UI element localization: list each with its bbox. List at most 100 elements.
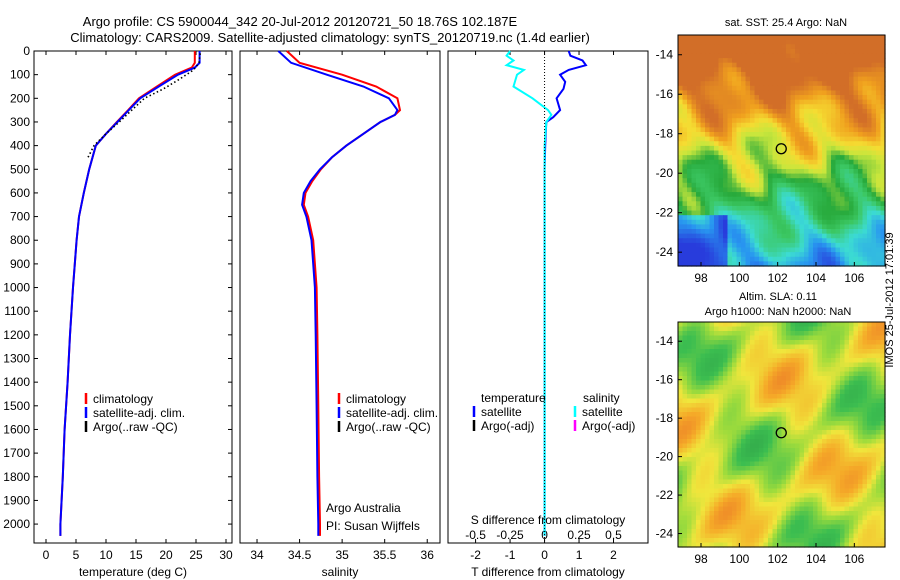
heatmap-cell bbox=[691, 448, 697, 454]
heatmap-cell bbox=[741, 132, 747, 138]
heatmap-cell bbox=[781, 538, 787, 544]
heatmap-cell bbox=[736, 452, 742, 458]
heatmap-cell bbox=[682, 466, 688, 472]
heatmap-cell bbox=[799, 113, 805, 119]
heatmap-cell bbox=[799, 44, 805, 50]
heatmap-cell bbox=[700, 421, 706, 427]
map-y-tick-label: -24 bbox=[656, 245, 674, 259]
heatmap-cell bbox=[876, 326, 882, 332]
heatmap-cell bbox=[867, 90, 873, 96]
heatmap-cell bbox=[844, 497, 850, 503]
heatmap-cell bbox=[736, 242, 742, 249]
heatmap-cell bbox=[718, 542, 724, 548]
heatmap-cell bbox=[840, 62, 846, 68]
heatmap-cell bbox=[732, 145, 738, 152]
heatmap-cell bbox=[741, 443, 747, 449]
heatmap-cell bbox=[835, 48, 841, 55]
map-x-tick-label: 98 bbox=[694, 552, 708, 566]
heatmap-cell bbox=[831, 371, 837, 377]
heatmap-cell bbox=[880, 118, 886, 124]
heatmap-cell bbox=[817, 81, 823, 87]
heatmap-cell bbox=[835, 533, 841, 539]
heatmap-cell bbox=[804, 187, 810, 193]
heatmap-cell bbox=[831, 132, 837, 138]
heatmap-cell bbox=[822, 132, 828, 138]
heatmap-cell bbox=[727, 524, 733, 530]
heatmap-cell bbox=[682, 90, 688, 96]
heatmap-cell bbox=[849, 58, 855, 64]
heatmap-cell bbox=[718, 380, 724, 386]
heatmap-cell bbox=[714, 58, 720, 64]
heatmap-cell bbox=[772, 358, 778, 364]
heatmap-cell bbox=[709, 256, 715, 262]
heatmap-cell bbox=[768, 421, 774, 427]
heatmap-cell bbox=[678, 39, 684, 45]
heatmap-cell bbox=[754, 538, 760, 544]
heatmap-cell bbox=[696, 229, 702, 235]
heatmap-cell bbox=[862, 182, 868, 189]
heatmap-cell bbox=[696, 53, 702, 59]
heatmap-cell bbox=[678, 173, 684, 179]
heatmap-cell bbox=[835, 173, 841, 179]
heatmap-cell bbox=[732, 344, 738, 350]
heatmap-cell bbox=[705, 398, 711, 404]
heatmap-cell bbox=[790, 145, 796, 152]
heatmap-cell bbox=[727, 155, 733, 161]
heatmap-cell bbox=[871, 215, 877, 221]
heatmap-cell bbox=[682, 344, 688, 350]
heatmap-cell bbox=[732, 416, 738, 422]
heatmap-cell bbox=[840, 224, 846, 230]
heatmap-cell bbox=[759, 39, 765, 45]
heatmap-cell bbox=[745, 39, 751, 45]
heatmap-cell bbox=[835, 182, 841, 189]
heatmap-cell bbox=[831, 529, 837, 535]
heatmap-cell bbox=[804, 182, 810, 189]
heatmap-cell bbox=[736, 205, 742, 212]
heatmap-cell bbox=[781, 394, 787, 400]
heatmap-cell bbox=[817, 261, 823, 267]
heatmap-cell bbox=[781, 497, 787, 503]
heatmap-cell bbox=[844, 90, 850, 96]
heatmap-cell bbox=[687, 252, 693, 258]
heatmap-cell bbox=[718, 511, 724, 517]
heatmap-cell bbox=[741, 67, 747, 73]
heatmap-cell bbox=[799, 141, 805, 147]
heatmap-cell bbox=[835, 159, 841, 165]
heatmap-cell bbox=[808, 542, 814, 548]
heatmap-cell bbox=[799, 192, 805, 198]
heatmap-cell bbox=[808, 39, 814, 45]
heatmap-cell bbox=[813, 533, 819, 539]
heatmap-cell bbox=[862, 81, 868, 87]
sst-map: sat. SST: 25.4 Argo: NaN 98 100 102 104 106-… bbox=[656, 17, 886, 285]
heatmap-cell bbox=[682, 136, 688, 142]
heatmap-cell bbox=[808, 344, 814, 350]
heatmap-cell bbox=[732, 99, 738, 105]
heatmap-cell bbox=[871, 150, 877, 156]
heatmap-cell bbox=[831, 389, 837, 395]
heatmap-cell bbox=[781, 256, 787, 262]
heatmap-cell bbox=[772, 48, 778, 55]
heatmap-cell bbox=[772, 242, 778, 249]
heatmap-cell bbox=[772, 326, 778, 332]
heatmap-cell bbox=[804, 219, 810, 226]
heatmap-cell bbox=[732, 141, 738, 147]
heatmap-cell bbox=[880, 344, 886, 350]
heatmap-cell bbox=[682, 95, 688, 101]
heatmap-cell bbox=[844, 256, 850, 262]
heatmap-cell bbox=[696, 85, 702, 92]
heatmap-cell bbox=[817, 367, 823, 373]
heatmap-cell bbox=[732, 224, 738, 230]
t-difference-label: T difference from climatology bbox=[471, 565, 625, 579]
heatmap-cell bbox=[817, 127, 823, 133]
heatmap-cell bbox=[754, 168, 760, 175]
heatmap-cell bbox=[700, 443, 706, 449]
heatmap-cell bbox=[871, 475, 877, 481]
heatmap-cell bbox=[718, 261, 724, 267]
heatmap-cell bbox=[817, 344, 823, 350]
heatmap-cell bbox=[777, 145, 783, 152]
heatmap-cell bbox=[763, 132, 769, 138]
heatmap-cell bbox=[696, 371, 702, 377]
heatmap-cell bbox=[754, 132, 760, 138]
heatmap-cell bbox=[862, 466, 868, 472]
heatmap-cell bbox=[858, 113, 864, 119]
